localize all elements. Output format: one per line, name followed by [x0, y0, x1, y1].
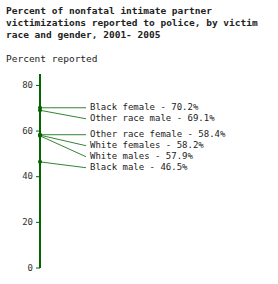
y-tick: [36, 222, 40, 223]
category-label: Other race male - 69.1%: [90, 113, 215, 123]
category-label: Black female - 70.2%: [90, 102, 199, 112]
category-label: White females - 58.2%: [90, 140, 204, 150]
y-tick-label: 80: [22, 80, 33, 90]
y-tick-label: 0: [28, 263, 33, 273]
y-tick: [36, 131, 40, 132]
leader-line: [40, 162, 86, 168]
leader-line: [40, 135, 86, 146]
category-label: Other race female - 58.4%: [90, 129, 226, 139]
leader-line: [40, 107, 86, 108]
value-dot: [38, 134, 42, 138]
y-tick-label: 60: [22, 126, 33, 136]
chart: Percent of nonfatal intimate partnervict…: [0, 0, 278, 284]
y-axis-label: Percent reported: [6, 53, 98, 64]
leader-line: [40, 134, 86, 135]
value-dot: [38, 160, 42, 164]
title: Percent of nonfatal intimate partnervict…: [6, 5, 258, 40]
category-label: Black male - 46.5%: [90, 162, 188, 172]
y-axis-line: [39, 74, 41, 268]
marks: [38, 106, 86, 168]
leader-line: [40, 110, 86, 118]
value-dot: [38, 108, 42, 112]
y-tick: [36, 176, 40, 177]
y-tick: [36, 85, 40, 86]
y-tick-label: 40: [22, 171, 33, 181]
category-label: White males - 57.9%: [90, 151, 194, 161]
value-dot: [38, 133, 42, 137]
y-tick: [36, 268, 40, 269]
leader-line: [40, 136, 86, 157]
y-tick-label: 20: [22, 217, 33, 227]
